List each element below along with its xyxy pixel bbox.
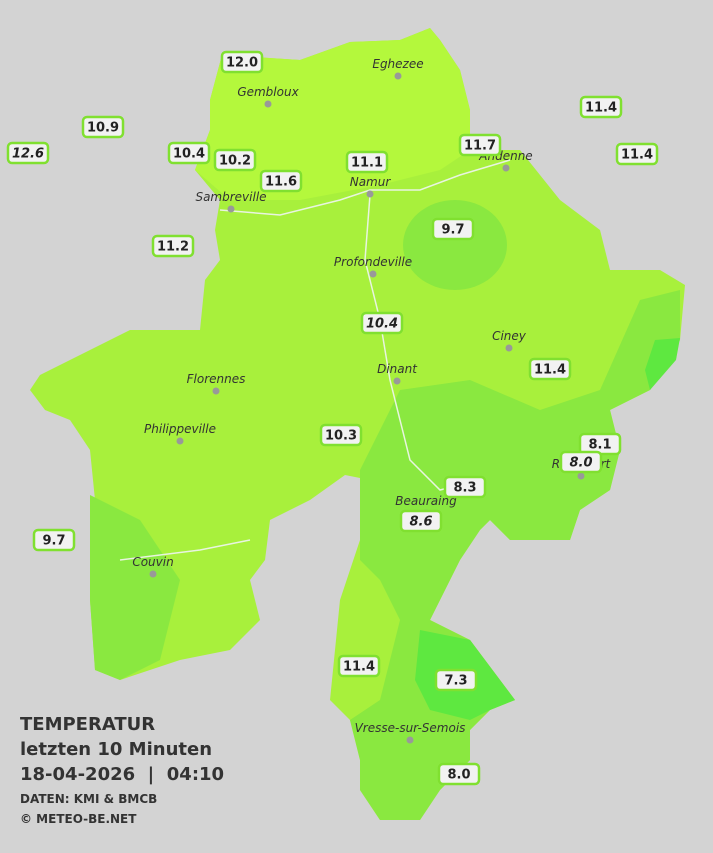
city-label: Ciney [492, 329, 527, 343]
city-label: Beauraing [395, 494, 457, 508]
station-value: 11.1 [351, 156, 383, 171]
station-box [319, 423, 363, 447]
station-value: 9.7 [441, 223, 464, 238]
station-value: 8.6 [409, 515, 432, 530]
station-value: 11.6 [265, 175, 297, 190]
legend-source: DATEN: KMI & BMCB [20, 792, 157, 806]
city-dot [264, 100, 272, 108]
station-box [431, 217, 475, 241]
city-dot [149, 570, 157, 578]
station-value: 9.7 [42, 534, 65, 549]
city-dot [394, 72, 402, 80]
station-box [579, 95, 623, 119]
city-dot [212, 387, 220, 395]
station-box [345, 150, 389, 174]
station-box [399, 509, 443, 533]
station-value: 8.3 [453, 481, 476, 496]
city-dot [577, 472, 585, 480]
station-value: 11.2 [157, 240, 189, 255]
station-box [437, 762, 481, 786]
zone-cool [403, 200, 507, 290]
station-value: 10.3 [325, 429, 357, 444]
city-dot [369, 270, 377, 278]
station-value: 8.0 [447, 768, 470, 783]
city-label: Philippeville [144, 422, 216, 436]
station-value: 11.4 [585, 101, 617, 116]
station-value: 7.3 [444, 674, 467, 689]
station-value: 10.4 [366, 317, 398, 332]
station-value: 11.7 [464, 139, 496, 154]
station-box [337, 654, 381, 678]
station-box [360, 311, 404, 335]
city-label: Dinant [377, 362, 418, 376]
city-label: Sambreville [195, 190, 266, 204]
city-dot [227, 205, 235, 213]
legend-datetime: 18-04-2026 | 04:10 [20, 764, 224, 785]
station-value: 11.4 [621, 148, 653, 163]
station-value: 10.9 [87, 121, 119, 136]
station-value: 11.4 [534, 363, 566, 378]
legend-title: TEMPERATUR [20, 714, 155, 735]
station-value: 8.0 [569, 456, 592, 471]
city-label: Gembloux [237, 85, 299, 99]
station-value: 12.6 [12, 147, 44, 162]
city-label: Namur [350, 175, 392, 189]
station-box [528, 357, 572, 381]
station-box [32, 528, 76, 552]
station-box [81, 115, 125, 139]
station-value: 10.4 [173, 147, 205, 162]
station-box [443, 475, 487, 499]
station-value: 10.2 [219, 154, 251, 169]
city-label: Florennes [187, 372, 246, 386]
river [119, 159, 511, 561]
station-value: 8.1 [588, 438, 611, 453]
city-dot [176, 437, 184, 445]
station-box [559, 450, 603, 474]
city-dot [406, 736, 414, 744]
station-value: 12.0 [226, 56, 258, 71]
station-box [220, 50, 264, 74]
city-label: Couvin [132, 555, 173, 569]
station-box [167, 141, 211, 165]
city-label: Eghezee [372, 57, 423, 71]
station-box [259, 169, 303, 193]
city-dot [366, 190, 374, 198]
station-box [213, 148, 257, 172]
station-box [151, 234, 195, 258]
city-dot [505, 344, 513, 352]
legend-subtitle: letzten 10 Minuten [20, 739, 212, 760]
station-value: 11.4 [343, 660, 375, 675]
city-label: Vresse-sur-Semois [355, 721, 466, 735]
station-box [434, 668, 478, 692]
zone-cool [90, 495, 180, 680]
zone-cold [645, 338, 680, 390]
city-dot [502, 164, 510, 172]
zone-warm [195, 28, 470, 200]
city-dot [393, 377, 401, 385]
city-label: Profondeville [334, 255, 412, 269]
station-box [458, 133, 502, 157]
station-box [6, 141, 50, 165]
legend-credit: © METEO-BE.NET [20, 812, 137, 826]
station-box [615, 142, 659, 166]
